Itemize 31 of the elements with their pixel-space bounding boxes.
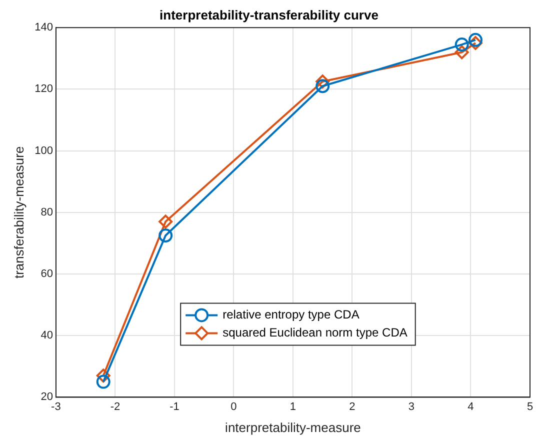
point (454, 45, 469, 60)
y-axis-title: transferability-measure (11, 146, 26, 279)
y-tick-label: 40 (40, 330, 53, 342)
point (468, 36, 482, 50)
point (454, 38, 469, 52)
y-tick-label: 60 (40, 268, 53, 280)
x-tick-label: 3 (408, 400, 415, 413)
x-tick-label: 4 (468, 400, 474, 413)
y-tick-label: 100 (34, 144, 53, 157)
point (158, 228, 173, 242)
x-tick-label: 5 (526, 400, 534, 413)
x-tick-label: 0 (230, 400, 237, 413)
point (468, 32, 482, 47)
x-tick-label: 2 (349, 400, 356, 413)
x-tick-label: -1 (170, 400, 180, 413)
x-tick-label: 1 (290, 400, 296, 413)
point (316, 79, 330, 94)
x-tick-label: -2 (110, 400, 120, 413)
y-tick-label: 80 (40, 206, 53, 218)
x-tick-label: -3 (51, 400, 61, 413)
y-tick-label: 20 (40, 391, 53, 404)
chart-title: interpretability-transferability curve (160, 7, 378, 22)
legend-label: relative entropy type CDA (222, 308, 360, 322)
legend-label: squared Euclidean norm type CDA (222, 326, 408, 340)
point (96, 368, 110, 383)
point (96, 374, 110, 389)
y-tick-label: 140 (34, 22, 53, 34)
point (158, 214, 173, 229)
x-axis-title: interpretability-measure (225, 420, 361, 435)
point (316, 74, 330, 88)
y-tick-label: 120 (34, 83, 53, 96)
